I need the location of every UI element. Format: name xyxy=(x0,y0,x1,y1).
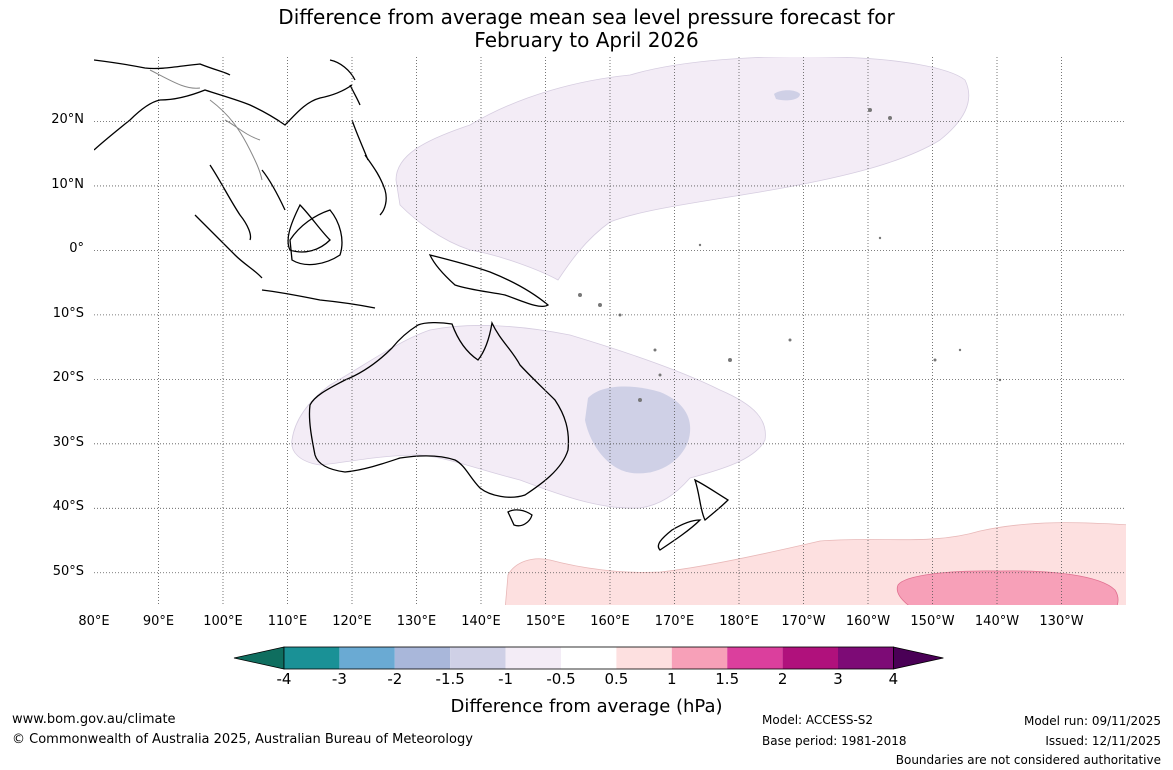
model-name: Model: ACCESS-S2 xyxy=(762,713,874,727)
country-borders xyxy=(149,69,263,181)
colorbar-tick-label: 1 xyxy=(667,670,677,688)
colorbar-swatch xyxy=(782,647,838,669)
longitude-label: 160°E xyxy=(590,614,630,629)
colorbar-tick-label: 1.5 xyxy=(715,670,740,688)
southeast-asia-coastline xyxy=(209,164,331,253)
colorbar-swatch xyxy=(394,647,451,669)
colorbar-tick-label: -0.5 xyxy=(546,670,576,688)
new-zealand-coastline xyxy=(657,478,730,551)
colorbar-tick-label: 2 xyxy=(777,670,788,688)
colorbar-title: Difference from average (hPa) xyxy=(450,696,723,717)
colorbar-tick-label: -1 xyxy=(498,670,514,688)
latitude-label: 50°S xyxy=(52,563,84,579)
longitude-label: 140°E xyxy=(461,614,501,629)
longitude-label: 170°E xyxy=(654,614,695,629)
longitude-label: 110°E xyxy=(267,614,308,629)
latitude-label: 10°N xyxy=(51,176,84,192)
pacific-islands xyxy=(578,108,1002,402)
graticule xyxy=(94,57,1126,605)
colorbar-swatch xyxy=(671,647,728,669)
latitude-label: 0° xyxy=(69,241,84,257)
philippines-coastline xyxy=(351,119,387,216)
australia-coastline xyxy=(308,320,570,498)
longitude-label: 100°E xyxy=(203,614,243,629)
borneo-coastline xyxy=(289,209,343,266)
longitude-label: 150°E xyxy=(525,614,566,629)
colorbar-swatch xyxy=(727,647,783,669)
colorbar-tick-label: 0.5 xyxy=(604,670,629,688)
colorbar-swatch xyxy=(505,647,561,669)
sumatra-coastline xyxy=(194,214,263,279)
colorbar-arrow-low xyxy=(233,646,285,670)
longitude-label: 170°W xyxy=(781,614,826,629)
colorbar-swatch xyxy=(838,647,894,669)
anomaly-region-north-pacific xyxy=(395,57,970,281)
colorbar-tick-label: -1.5 xyxy=(435,670,465,688)
issued-date: Issued: 12/11/2025 xyxy=(1045,734,1161,748)
longitude-label: 80°E xyxy=(78,614,110,629)
longitude-label: 160°W xyxy=(845,614,891,629)
colorbar-arrow-high xyxy=(893,646,944,670)
longitude-label: 140°W xyxy=(974,614,1020,629)
new-guinea-coastline xyxy=(428,254,550,307)
colorbar-swatch xyxy=(561,647,617,669)
longitude-label: 130°E xyxy=(396,614,437,629)
anomaly-region-tasman-blue xyxy=(585,386,691,474)
longitude-label: 150°W xyxy=(910,614,955,629)
longitude-label: 130°W xyxy=(1039,614,1084,629)
latitude-label: 40°S xyxy=(52,499,84,515)
colorbar-tick-label: -3 xyxy=(331,670,347,688)
base-period: Base period: 1981-2018 xyxy=(762,734,907,748)
anomaly-region-australia xyxy=(291,325,766,509)
colorbar-tick-label: -4 xyxy=(276,670,292,688)
coastlines xyxy=(94,59,730,551)
copyright-text: © Commonwealth of Australia 2025, Austra… xyxy=(12,732,473,747)
map-title-line-2: February to April 2026 xyxy=(474,28,699,52)
latitude-label: 10°S xyxy=(52,305,84,321)
anomaly-region-hawaii-blue xyxy=(774,90,800,101)
colorbar-tick-label: 3 xyxy=(833,670,843,688)
model-run-date: Model run: 09/11/2025 xyxy=(1023,714,1161,728)
colorbar-tick-label: -2 xyxy=(387,670,403,688)
latitude-label: 20°N xyxy=(51,112,84,128)
longitude-label: 120°E xyxy=(332,614,372,629)
latitude-label: 30°S xyxy=(52,434,84,450)
website-link[interactable]: www.bom.gov.au/climate xyxy=(12,712,176,727)
colorbar-swatch xyxy=(284,647,340,669)
java-coastline xyxy=(261,289,376,309)
tasmania-coastline xyxy=(507,509,533,527)
latitude-label: 20°S xyxy=(52,370,84,386)
colorbar-outline xyxy=(283,646,894,670)
map-title-line-1: Difference from average mean sea level p… xyxy=(278,5,895,29)
asia-coastline xyxy=(94,59,353,151)
colorbar-swatch xyxy=(339,647,395,669)
colorbar-tick-label: 4 xyxy=(888,670,899,688)
colorbar xyxy=(233,646,944,670)
boundaries-disclaimer: Boundaries are not considered authoritat… xyxy=(895,753,1161,767)
longitude-label: 180°E xyxy=(719,614,759,629)
anomaly-region-southern-deep-pink xyxy=(896,570,1119,605)
longitude-label: 90°E xyxy=(142,614,175,629)
colorbar-swatch xyxy=(450,647,506,669)
taiwan-japan-coastline xyxy=(329,59,361,106)
colorbar-swatch xyxy=(616,647,672,669)
